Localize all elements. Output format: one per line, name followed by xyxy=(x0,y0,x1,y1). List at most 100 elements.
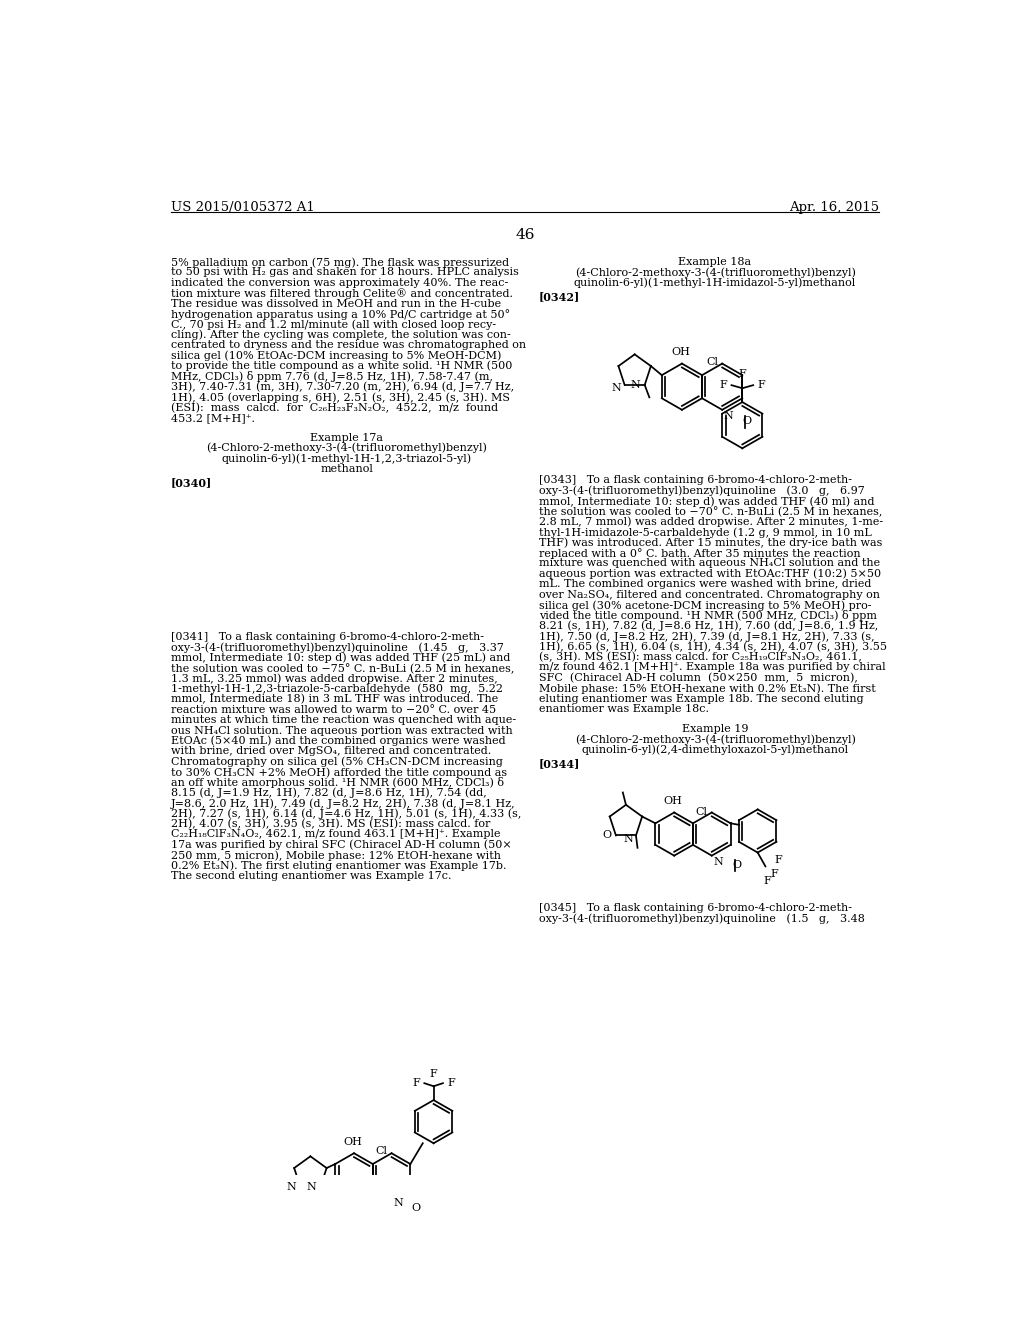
Text: to 30% CH₃CN +2% MeOH) afforded the title compound as: to 30% CH₃CN +2% MeOH) afforded the titl… xyxy=(171,767,507,777)
Text: [0345]   To a flask containing 6-bromo-4-chloro-2-meth-: [0345] To a flask containing 6-bromo-4-c… xyxy=(539,903,852,913)
Text: 2.8 mL, 7 mmol) was added dropwise. After 2 minutes, 1-me-: 2.8 mL, 7 mmol) was added dropwise. Afte… xyxy=(539,517,883,528)
Text: hydrogenation apparatus using a 10% Pd/C cartridge at 50°: hydrogenation apparatus using a 10% Pd/C… xyxy=(171,309,510,319)
Text: (4-Chloro-2-methoxy-3-(4-(trifluoromethyl)benzyl): (4-Chloro-2-methoxy-3-(4-(trifluoromethy… xyxy=(574,268,855,279)
Text: over Na₂SO₄, filtered and concentrated. Chromatography on: over Na₂SO₄, filtered and concentrated. … xyxy=(539,590,880,599)
Text: C₂₂H₁₈ClF₃N₄O₂, 462.1, m/z found 463.1 [M+H]⁺. Example: C₂₂H₁₈ClF₃N₄O₂, 462.1, m/z found 463.1 [… xyxy=(171,829,500,840)
Text: mixture was quenched with aqueous NH₄Cl solution and the: mixture was quenched with aqueous NH₄Cl … xyxy=(539,558,880,569)
Text: EtOAc (5×40 mL) and the combined organics were washed: EtOAc (5×40 mL) and the combined organic… xyxy=(171,737,505,747)
Text: the solution was cooled to −75° C. n-BuLi (2.5 M in hexanes,: the solution was cooled to −75° C. n-BuL… xyxy=(171,663,514,673)
Text: O: O xyxy=(732,861,741,870)
Text: 8.21 (s, 1H), 7.82 (d, J=8.6 Hz, 1H), 7.60 (dd, J=8.6, 1.9 Hz,: 8.21 (s, 1H), 7.82 (d, J=8.6 Hz, 1H), 7.… xyxy=(539,620,878,631)
Text: 1H), 4.05 (overlapping s, 6H), 2.51 (s, 3H), 2.45 (s, 3H). MS: 1H), 4.05 (overlapping s, 6H), 2.51 (s, … xyxy=(171,392,510,403)
Text: F: F xyxy=(719,380,727,391)
Text: OH: OH xyxy=(664,796,682,807)
Text: F: F xyxy=(764,875,772,886)
Text: The second eluting enantiomer was Example 17c.: The second eluting enantiomer was Exampl… xyxy=(171,871,452,880)
Text: F: F xyxy=(770,870,778,879)
Text: O: O xyxy=(742,416,752,426)
Text: minutes at which time the reaction was quenched with aque-: minutes at which time the reaction was q… xyxy=(171,715,516,725)
Text: mmol, Intermediate 10: step d) was added THF (25 mL) and: mmol, Intermediate 10: step d) was added… xyxy=(171,653,510,664)
Text: Cl: Cl xyxy=(375,1146,387,1156)
Text: The residue was dissolved in MeOH and run in the H-cube: The residue was dissolved in MeOH and ru… xyxy=(171,298,501,309)
Text: replaced with a 0° C. bath. After 35 minutes the reaction: replaced with a 0° C. bath. After 35 min… xyxy=(539,548,860,558)
Text: SFC  (Chiracel AD-H column  (50×250  mm,  5  micron),: SFC (Chiracel AD-H column (50×250 mm, 5 … xyxy=(539,673,858,684)
Text: OH: OH xyxy=(343,1137,361,1147)
Text: F: F xyxy=(447,1078,456,1088)
Text: 8.15 (d, J=1.9 Hz, 1H), 7.82 (d, J=8.6 Hz, 1H), 7.54 (dd,: 8.15 (d, J=1.9 Hz, 1H), 7.82 (d, J=8.6 H… xyxy=(171,788,486,799)
Text: F: F xyxy=(430,1069,437,1078)
Text: Cl: Cl xyxy=(695,807,708,817)
Text: OH: OH xyxy=(671,347,690,358)
Text: N: N xyxy=(724,412,733,421)
Text: 0.2% Et₃N). The first eluting enantiomer was Example 17b.: 0.2% Et₃N). The first eluting enantiomer… xyxy=(171,861,506,871)
Text: N: N xyxy=(306,1181,315,1192)
Text: quinolin-6-yl)(1-methyl-1H-imidazol-5-yl)methanol: quinolin-6-yl)(1-methyl-1H-imidazol-5-yl… xyxy=(573,277,856,288)
Text: thyl-1H-imidazole-5-carbaldehyde (1.2 g, 9 mmol, in 10 mL: thyl-1H-imidazole-5-carbaldehyde (1.2 g,… xyxy=(539,527,871,537)
Text: Example 18a: Example 18a xyxy=(679,257,752,267)
Text: mmol, Intermediate 18) in 3 mL THF was introduced. The: mmol, Intermediate 18) in 3 mL THF was i… xyxy=(171,694,498,705)
Text: N: N xyxy=(624,834,633,843)
Text: 2H), 4.07 (s, 3H), 3.95 (s, 3H). MS (ESI): mass calcd. for: 2H), 4.07 (s, 3H), 3.95 (s, 3H). MS (ESI… xyxy=(171,818,490,829)
Text: N: N xyxy=(393,1199,402,1208)
Text: mmol, Intermediate 10: step d) was added THF (40 ml) and: mmol, Intermediate 10: step d) was added… xyxy=(539,496,874,507)
Text: indicated the conversion was approximately 40%. The reac-: indicated the conversion was approximate… xyxy=(171,277,508,288)
Text: Example 19: Example 19 xyxy=(682,723,749,734)
Text: F: F xyxy=(412,1078,420,1088)
Text: THF) was introduced. After 15 minutes, the dry-ice bath was: THF) was introduced. After 15 minutes, t… xyxy=(539,537,882,548)
Text: an off white amorphous solid. ¹H NMR (600 MHz, CDCl₃) δ: an off white amorphous solid. ¹H NMR (60… xyxy=(171,777,504,788)
Text: quinolin-6-yl)(1-methyl-1H-1,2,3-triazol-5-yl): quinolin-6-yl)(1-methyl-1H-1,2,3-triazol… xyxy=(222,453,472,463)
Text: 46: 46 xyxy=(515,227,535,242)
Text: (ESI):  mass  calcd.  for  C₂₆H₂₃F₃N₂O₂,  452.2,  m/z  found: (ESI): mass calcd. for C₂₆H₂₃F₃N₂O₂, 452… xyxy=(171,403,498,413)
Text: quinolin-6-yl)(2,4-dimethyloxazol-5-yl)methanol: quinolin-6-yl)(2,4-dimethyloxazol-5-yl)m… xyxy=(582,744,849,755)
Text: MHz, CDCl₃) δ ppm 7.76 (d, J=8.5 Hz, 1H), 7.58-7.47 (m,: MHz, CDCl₃) δ ppm 7.76 (d, J=8.5 Hz, 1H)… xyxy=(171,371,493,383)
Text: cling). After the cycling was complete, the solution was con-: cling). After the cycling was complete, … xyxy=(171,330,510,341)
Text: 17a was purified by chiral SFC (Chiracel AD-H column (50×: 17a was purified by chiral SFC (Chiracel… xyxy=(171,840,511,850)
Text: C., 70 psi H₂ and 1.2 ml/minute (all with closed loop recy-: C., 70 psi H₂ and 1.2 ml/minute (all wit… xyxy=(171,319,496,330)
Text: ous NH₄Cl solution. The aqueous portion was extracted with: ous NH₄Cl solution. The aqueous portion … xyxy=(171,726,512,735)
Text: (4-Chloro-2-methoxy-3-(4-(trifluoromethyl)benzyl): (4-Chloro-2-methoxy-3-(4-(trifluoromethy… xyxy=(207,444,487,454)
Text: enantiomer was Example 18c.: enantiomer was Example 18c. xyxy=(539,704,709,714)
Text: 1H), 7.50 (d, J=8.2 Hz, 2H), 7.39 (d, J=8.1 Hz, 2H), 7.33 (s,: 1H), 7.50 (d, J=8.2 Hz, 2H), 7.39 (d, J=… xyxy=(539,631,874,642)
Text: 453.2 [M+H]⁺.: 453.2 [M+H]⁺. xyxy=(171,413,255,422)
Text: O: O xyxy=(602,830,611,841)
Text: [0340]: [0340] xyxy=(171,478,212,488)
Text: [0342]: [0342] xyxy=(539,292,580,302)
Text: mL. The combined organics were washed with brine, dried: mL. The combined organics were washed wi… xyxy=(539,579,871,589)
Text: oxy-3-(4-(trifluoromethyl)benzyl)quinoline   (3.0   g,   6.97: oxy-3-(4-(trifluoromethyl)benzyl)quinoli… xyxy=(539,486,864,496)
Text: oxy-3-(4-(trifluoromethyl)benzyl)quinoline   (1.45   g,   3.37: oxy-3-(4-(trifluoromethyl)benzyl)quinoli… xyxy=(171,643,504,653)
Text: 1.3 mL, 3.25 mmol) was added dropwise. After 2 minutes,: 1.3 mL, 3.25 mmol) was added dropwise. A… xyxy=(171,673,498,684)
Text: (s, 3H). MS (ESI): mass calcd. for C₂₅H₁₉ClF₃N₃O₂, 461.1,: (s, 3H). MS (ESI): mass calcd. for C₂₅H₁… xyxy=(539,652,861,663)
Text: reaction mixture was allowed to warm to −20° C. over 45: reaction mixture was allowed to warm to … xyxy=(171,705,496,714)
Text: the solution was cooled to −70° C. n-BuLi (2.5 M in hexanes,: the solution was cooled to −70° C. n-BuL… xyxy=(539,507,882,517)
Text: oxy-3-(4-(trifluoromethyl)benzyl)quinoline   (1.5   g,   3.48: oxy-3-(4-(trifluoromethyl)benzyl)quinoli… xyxy=(539,913,864,924)
Text: to provide the title compound as a white solid. ¹H NMR (500: to provide the title compound as a white… xyxy=(171,360,512,371)
Text: vided the title compound. ¹H NMR (500 MHz, CDCl₃) δ ppm: vided the title compound. ¹H NMR (500 MH… xyxy=(539,610,877,622)
Text: m/z found 462.1 [M+H]⁺. Example 18a was purified by chiral: m/z found 462.1 [M+H]⁺. Example 18a was … xyxy=(539,663,886,672)
Text: N: N xyxy=(611,384,622,393)
Text: F: F xyxy=(758,380,766,391)
Text: F: F xyxy=(738,370,746,379)
Text: (4-Chloro-2-methoxy-3-(4-(trifluoromethyl)benzyl): (4-Chloro-2-methoxy-3-(4-(trifluoromethy… xyxy=(574,734,855,744)
Text: Cl: Cl xyxy=(707,358,718,367)
Text: methanol: methanol xyxy=(321,463,374,474)
Text: 250 mm, 5 micron), Mobile phase: 12% EtOH-hexane with: 250 mm, 5 micron), Mobile phase: 12% EtO… xyxy=(171,850,501,861)
Text: O: O xyxy=(412,1203,421,1213)
Text: 2H), 7.27 (s, 1H), 6.14 (d, J=4.6 Hz, 1H), 5.01 (s, 1H), 4.33 (s,: 2H), 7.27 (s, 1H), 6.14 (d, J=4.6 Hz, 1H… xyxy=(171,809,521,820)
Text: 1H), 6.65 (s, 1H), 6.04 (s, 1H), 4.34 (s, 2H), 4.07 (s, 3H), 3.55: 1H), 6.65 (s, 1H), 6.04 (s, 1H), 4.34 (s… xyxy=(539,642,887,652)
Text: eluting enantiomer was Example 18b. The second eluting: eluting enantiomer was Example 18b. The … xyxy=(539,693,863,704)
Text: US 2015/0105372 A1: US 2015/0105372 A1 xyxy=(171,201,314,214)
Text: centrated to dryness and the residue was chromatographed on: centrated to dryness and the residue was… xyxy=(171,341,525,350)
Text: F: F xyxy=(775,855,782,865)
Text: Chromatography on silica gel (5% CH₃CN-DCM increasing: Chromatography on silica gel (5% CH₃CN-D… xyxy=(171,756,503,767)
Text: 1-methyl-1H-1,2,3-triazole-5-carbaldehyde  (580  mg,  5.22: 1-methyl-1H-1,2,3-triazole-5-carbaldehyd… xyxy=(171,684,503,694)
Text: [0344]: [0344] xyxy=(539,758,581,768)
Text: 5% palladium on carbon (75 mg). The flask was pressurized: 5% palladium on carbon (75 mg). The flas… xyxy=(171,257,509,268)
Text: to 50 psi with H₂ gas and shaken for 18 hours. HPLC analysis: to 50 psi with H₂ gas and shaken for 18 … xyxy=(171,268,518,277)
Text: N: N xyxy=(631,380,640,389)
Text: silica gel (30% acetone-DCM increasing to 5% MeOH) pro-: silica gel (30% acetone-DCM increasing t… xyxy=(539,601,871,611)
Text: aqueous portion was extracted with EtOAc:THF (10:2) 5×50: aqueous portion was extracted with EtOAc… xyxy=(539,569,881,579)
Text: 3H), 7.40-7.31 (m, 3H), 7.30-7.20 (m, 2H), 6.94 (d, J=7.7 Hz,: 3H), 7.40-7.31 (m, 3H), 7.30-7.20 (m, 2H… xyxy=(171,381,514,392)
Text: silica gel (10% EtOAc-DCM increasing to 5% MeOH-DCM): silica gel (10% EtOAc-DCM increasing to … xyxy=(171,351,501,362)
Text: tion mixture was filtered through Celite® and concentrated.: tion mixture was filtered through Celite… xyxy=(171,288,513,298)
Text: N: N xyxy=(714,857,723,867)
